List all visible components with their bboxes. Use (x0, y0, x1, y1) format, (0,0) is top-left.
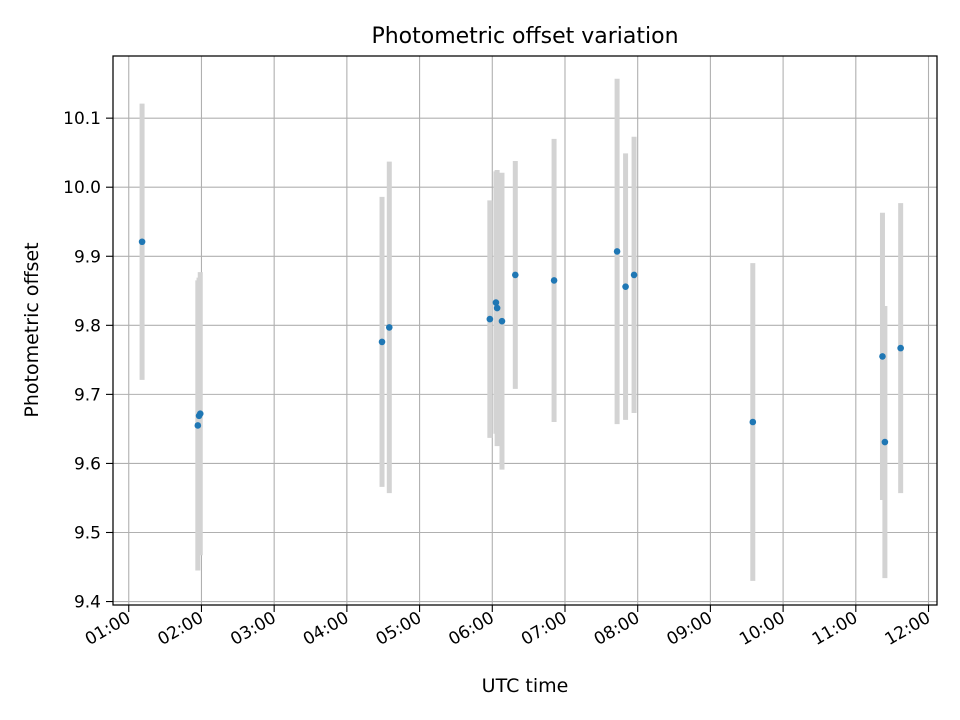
y-tick-label: 9.4 (74, 593, 101, 613)
data-point (613, 248, 621, 255)
y-tick-label: 9.5 (74, 523, 101, 543)
data-point (550, 277, 558, 284)
data-point (196, 410, 204, 418)
x-axis-label: UTC time (482, 675, 569, 697)
data-point (486, 315, 494, 323)
data-point (881, 438, 889, 446)
data-point (385, 324, 393, 331)
data-point (879, 353, 886, 360)
plot-area (113, 56, 937, 605)
y-tick-label: 10.1 (63, 109, 101, 129)
y-tick-label: 9.7 (74, 385, 101, 405)
y-tick-label: 10.0 (63, 178, 101, 198)
y-tick-label: 9.8 (74, 316, 101, 336)
data-point (378, 338, 386, 346)
y-axis-ticks: 9.4 9.5 9.6 9.7 9.8 9.9 10.0 10.1 (63, 109, 113, 613)
data-point (194, 422, 202, 429)
data-points (138, 238, 904, 446)
data-point (749, 418, 757, 426)
data-point (630, 271, 638, 279)
data-point (493, 304, 501, 312)
data-point (897, 344, 904, 352)
data-point (492, 299, 500, 306)
data-point (138, 238, 146, 246)
y-tick-label: 9.6 (74, 454, 101, 474)
data-point (622, 283, 629, 290)
data-point (512, 271, 519, 279)
y-axis-label: Photometric offset (21, 242, 43, 417)
chart-title: Photometric offset variation (371, 24, 678, 49)
grid (113, 56, 937, 605)
data-point (498, 317, 506, 325)
y-tick-label: 9.9 (74, 247, 101, 267)
plot-frame (112, 55, 938, 606)
